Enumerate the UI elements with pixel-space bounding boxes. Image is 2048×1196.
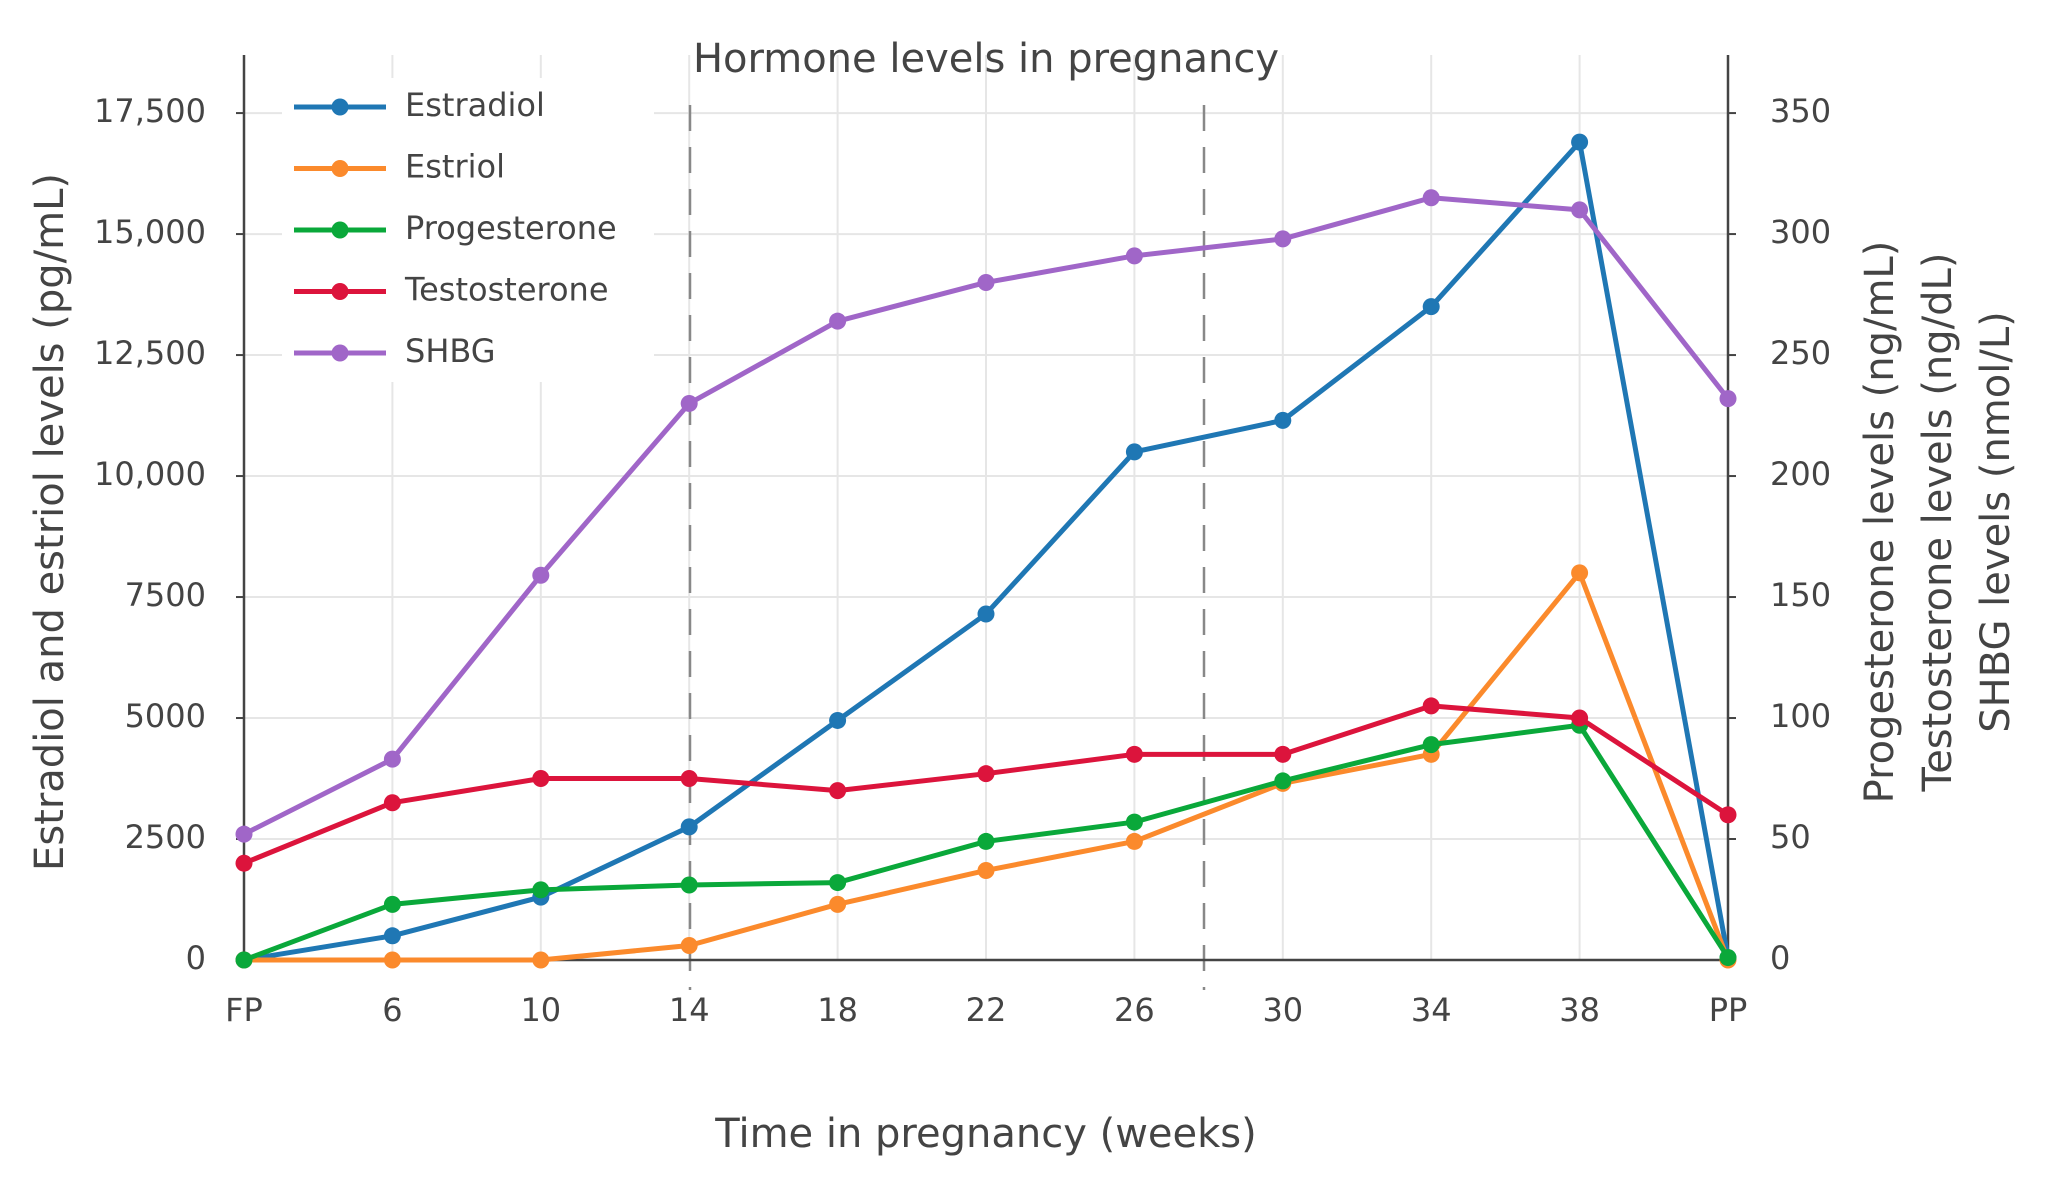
data-point (235, 854, 253, 872)
data-point (1571, 564, 1589, 582)
y2-tick-label: 250 (1770, 334, 1831, 372)
data-point (383, 927, 401, 945)
legend-marker (331, 344, 349, 362)
data-point (977, 765, 995, 783)
data-point (977, 832, 995, 850)
x-tick-label: 38 (1559, 991, 1600, 1029)
data-point (977, 861, 995, 879)
data-point (680, 394, 698, 412)
data-point (532, 566, 550, 584)
y2-tick-label: 150 (1770, 576, 1831, 614)
x-tick-label: PP (1709, 991, 1748, 1029)
y2-tick-label: 50 (1770, 818, 1811, 856)
y-tick-label: 2500 (125, 818, 206, 856)
y2-tick-label: 200 (1770, 455, 1831, 493)
y2-axis-title: Progesterone levels (ng/mL) (1857, 241, 1903, 804)
data-point (1571, 201, 1589, 219)
data-point (383, 750, 401, 768)
data-point (1719, 949, 1737, 967)
data-point (383, 951, 401, 969)
data-point (1274, 230, 1292, 248)
data-point (680, 876, 698, 894)
data-point (532, 770, 550, 788)
y-tick-label: 7500 (125, 576, 206, 614)
data-point (1422, 697, 1440, 715)
y2-tick-label: 100 (1770, 697, 1831, 735)
y2-axis-title: Testosterone levels (ng/dL) (1915, 253, 1961, 793)
data-point (829, 895, 847, 913)
x-tick-label: FP (225, 991, 263, 1029)
data-point (977, 273, 995, 291)
data-point (1719, 806, 1737, 824)
data-point (680, 818, 698, 836)
legend-label: Testosterone (404, 271, 609, 309)
data-point (1274, 411, 1292, 429)
chart-title: Hormone levels in pregnancy (693, 36, 1279, 82)
y2-axis-title: SHBG levels (nmol/L) (1973, 311, 2019, 732)
data-point (1125, 443, 1143, 461)
y-axis-title: Estradiol and estriol levels (pg/mL) (27, 173, 73, 871)
legend-marker (331, 160, 349, 177)
data-point (532, 951, 550, 969)
data-point (829, 782, 847, 800)
y-tick-label: 5000 (125, 697, 206, 735)
data-point (1719, 390, 1737, 408)
y2-tick-label: 300 (1770, 213, 1831, 251)
data-point (680, 936, 698, 954)
x-tick-label: 30 (1262, 991, 1303, 1029)
y-tick-label: 10,000 (94, 455, 206, 493)
data-point (1125, 247, 1143, 265)
data-point (235, 951, 253, 969)
data-point (1422, 298, 1440, 316)
y-tick-label: 15,000 (94, 213, 206, 251)
data-point (1422, 189, 1440, 207)
legend-marker (331, 98, 349, 116)
x-axis-title: Time in pregnancy (weeks) (714, 1111, 1256, 1157)
x-tick-label: 14 (669, 991, 710, 1029)
legend-marker (331, 283, 349, 300)
legend: Estradiol Estriol Progesterone Testosterone… (282, 78, 654, 382)
legend-label: Estriol (405, 148, 505, 186)
y-tick-label: 17,500 (94, 92, 206, 130)
data-point (829, 711, 847, 729)
legend-label: Estradiol (405, 86, 545, 124)
legend-label: Progesterone (405, 209, 617, 247)
x-tick-label: 10 (520, 991, 561, 1029)
y2-tick-label: 0 (1770, 939, 1790, 977)
legend-label: SHBG (405, 332, 496, 370)
y-tick-label: 12,500 (94, 334, 206, 372)
data-point (383, 895, 401, 913)
data-point (1571, 709, 1589, 727)
y2-tick-label: 350 (1770, 92, 1831, 130)
data-point (680, 770, 698, 788)
y-tick-label: 0 (186, 939, 206, 977)
data-point (1274, 772, 1292, 790)
data-point (1274, 745, 1292, 763)
x-tick-label: 18 (817, 991, 858, 1029)
data-point (1125, 813, 1143, 831)
x-tick-label: 22 (966, 991, 1007, 1029)
data-point (1571, 133, 1589, 151)
data-point (383, 794, 401, 812)
data-point (235, 825, 253, 843)
x-tick-label: 26 (1114, 991, 1155, 1029)
legend-marker (331, 221, 349, 239)
data-point (532, 881, 550, 899)
data-point (829, 312, 847, 330)
data-point (977, 605, 995, 623)
data-point (1125, 745, 1143, 763)
data-point (829, 874, 847, 892)
x-tick-label: 34 (1411, 991, 1452, 1029)
x-tick-label: 6 (382, 991, 402, 1029)
data-point (1422, 736, 1440, 754)
data-point (1125, 832, 1143, 850)
